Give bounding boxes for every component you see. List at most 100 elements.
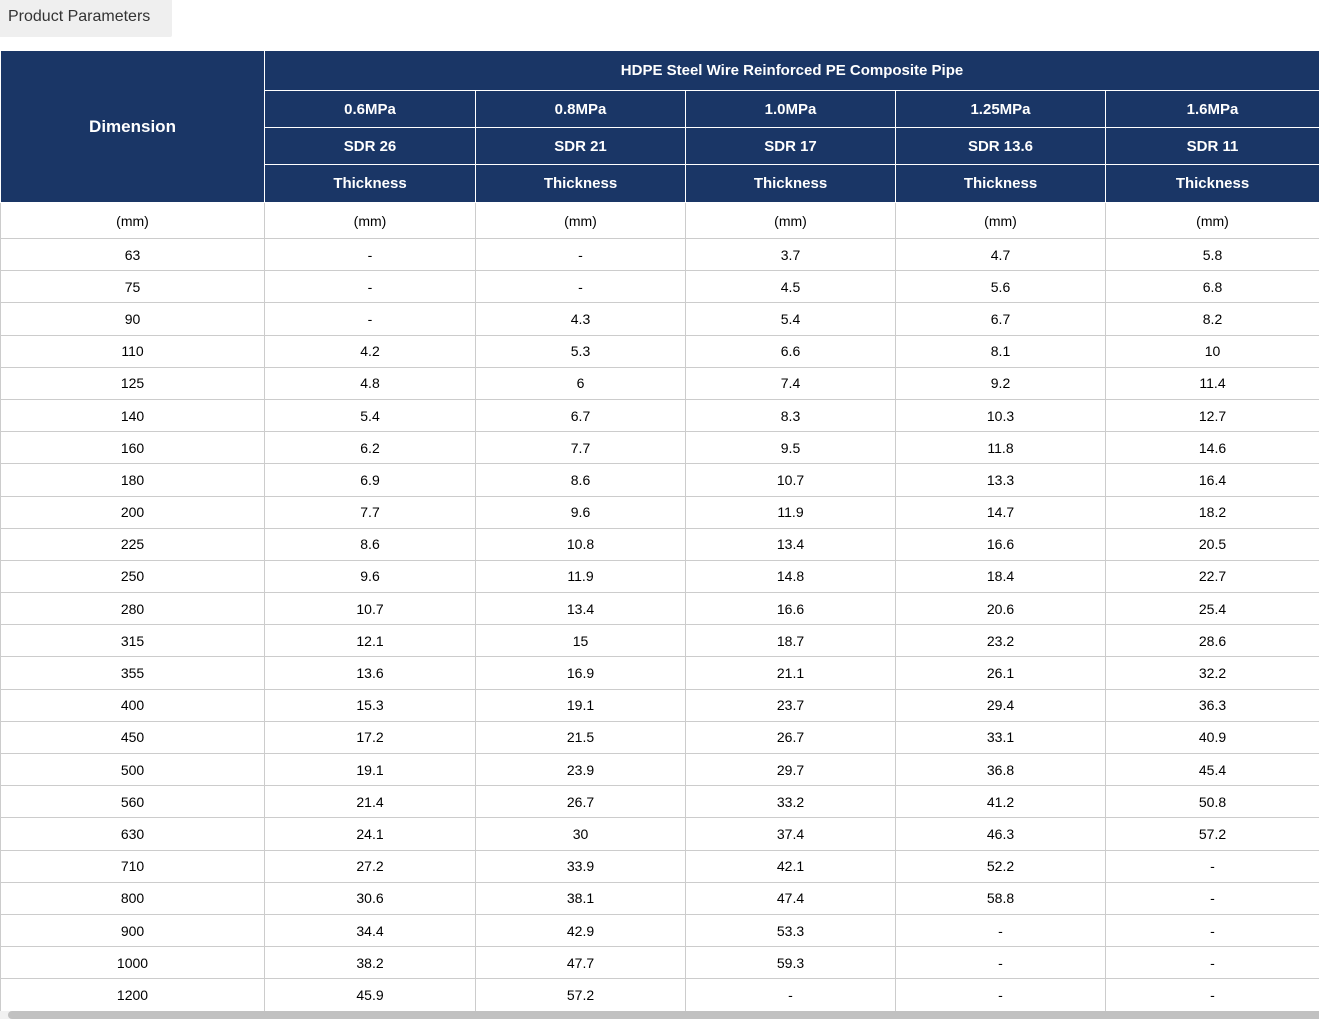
table-row: 800 30.6 38.1 47.4 58.8- — [0, 881, 1319, 915]
thickness-cell: 4.7 — [895, 237, 1106, 272]
thickness-cell: 15 — [475, 624, 686, 658]
table-row: 180 6.9 8.6 10.7 13.3 16.4 — [0, 463, 1319, 497]
unit-cell: (mm) — [1104, 202, 1319, 239]
thickness-cell: - — [264, 270, 476, 304]
thickness-cell: 18.4 — [895, 559, 1106, 594]
thickness-cell: 45.9 — [264, 978, 476, 1012]
sdr-header: SDR 13.6 — [895, 127, 1106, 165]
dimension-cell: 200 — [0, 495, 265, 529]
thickness-cell: - — [895, 946, 1106, 980]
thickness-header: Thickness — [1104, 164, 1319, 203]
thickness-cell: 23.7 — [685, 688, 896, 722]
thickness-cell: 10 — [1104, 334, 1319, 368]
table-row: 225 8.6 10.8 13.4 16.6 20.5 — [0, 527, 1319, 561]
thickness-cell: 19.1 — [475, 688, 686, 722]
pressure-header: 0.6MPa — [264, 90, 476, 128]
unit-cell: (mm) — [475, 202, 686, 239]
table-row: 355 13.6 16.9 21.1 26.1 32.2 — [0, 656, 1319, 690]
thickness-cell: 26.7 — [475, 785, 686, 819]
thickness-cell: 47.7 — [475, 946, 686, 980]
thickness-cell: - — [1104, 849, 1319, 883]
table-row: 90-4.3 5.4 6.7 8.2 — [0, 302, 1319, 336]
table-header: Dimension HDPE Steel Wire Reinforced PE … — [0, 50, 1319, 203]
pressure-header: 0.8MPa — [475, 90, 686, 128]
thickness-cell: 10.7 — [685, 463, 896, 497]
dimension-cell: 63 — [0, 237, 265, 272]
table-row: 1200 45.9 57.2- - - — [0, 978, 1319, 1012]
thickness-cell: 6.7 — [475, 398, 686, 433]
thickness-cell: - — [264, 302, 476, 336]
thickness-cell: - — [895, 913, 1106, 948]
thickness-cell: 23.2 — [895, 624, 1106, 658]
header-title-row: Dimension HDPE Steel Wire Reinforced PE … — [0, 50, 1319, 203]
thickness-cell: 42.1 — [685, 849, 896, 883]
thickness-cell: 18.2 — [1104, 495, 1319, 529]
thickness-cell: 27.2 — [264, 849, 476, 883]
thickness-cell: 24.1 — [264, 817, 476, 851]
dimension-cell: 180 — [0, 463, 265, 497]
thickness-cell: 4.5 — [685, 270, 896, 304]
thickness-cell: 50.8 — [1104, 785, 1319, 819]
thickness-cell: 21.5 — [475, 720, 686, 755]
table-row: 140 5.4 6.7 8.3 10.3 12.7 — [0, 398, 1319, 433]
thickness-cell: 33.9 — [475, 849, 686, 883]
thickness-cell: 6.2 — [264, 431, 476, 465]
thickness-cell: 7.7 — [264, 495, 476, 529]
thickness-cell: 7.4 — [685, 366, 896, 400]
thickness-cell: 13.6 — [264, 656, 476, 690]
thickness-header: Thickness — [475, 164, 686, 203]
thickness-cell: 21.4 — [264, 785, 476, 819]
table-row: 280 10.7 13.4 16.6 20.6 25.4 — [0, 592, 1319, 626]
thickness-cell: 8.6 — [475, 463, 686, 497]
thickness-cell: 6.9 — [264, 463, 476, 497]
thickness-cell: 16.6 — [895, 527, 1106, 561]
table-title: HDPE Steel Wire Reinforced PE Composite … — [263, 50, 1319, 91]
dimension-cell: 1200 — [0, 978, 265, 1012]
thickness-cell: 10.8 — [475, 527, 686, 561]
thickness-cell: 8.6 — [264, 527, 476, 561]
sdr-header: SDR 26 — [264, 127, 476, 165]
dimension-cell: 75 — [0, 270, 265, 304]
dimension-header: Dimension — [0, 50, 265, 203]
pressure-header: 1.6MPa — [1104, 90, 1319, 128]
thickness-cell: 41.2 — [895, 785, 1106, 819]
thickness-cell: 19.1 — [264, 752, 476, 787]
thickness-cell: 5.4 — [685, 302, 896, 336]
dimension-cell: 280 — [0, 592, 265, 626]
table-row: 200 7.7 9.6 11.9 14.7 18.2 — [0, 495, 1319, 529]
table-row: 900 34.4 42.9 53.3- - — [0, 913, 1319, 948]
dimension-cell: 800 — [0, 881, 265, 915]
thickness-cell: 9.2 — [895, 366, 1106, 400]
thickness-cell: 47.4 — [685, 881, 896, 915]
thickness-cell: 9.6 — [264, 559, 476, 594]
thickness-cell: 7.7 — [475, 431, 686, 465]
dimension-cell: 710 — [0, 849, 265, 883]
thickness-header: Thickness — [685, 164, 896, 203]
dimension-cell: 315 — [0, 624, 265, 658]
table-row: 560 21.4 26.7 33.2 41.2 50.8 — [0, 785, 1319, 819]
dimension-cell: 1000 — [0, 946, 265, 980]
thickness-cell: 20.5 — [1104, 527, 1319, 561]
thickness-cell: 30.6 — [264, 881, 476, 915]
thickness-cell: 33.1 — [895, 720, 1106, 755]
thickness-header: Thickness — [895, 164, 1106, 203]
thickness-cell: 10.7 — [264, 592, 476, 626]
thickness-cell: 5.4 — [264, 398, 476, 433]
dimension-cell: 225 — [0, 527, 265, 561]
sdr-header: SDR 21 — [475, 127, 686, 165]
table-row: 63- -3.7 4.7 5.8 — [0, 237, 1319, 272]
thickness-cell: 14.6 — [1104, 431, 1319, 465]
thickness-cell: 6.8 — [1104, 270, 1319, 304]
thickness-cell: - — [1104, 881, 1319, 915]
scrollbar-thumb[interactable] — [8, 1011, 1319, 1019]
product-parameters-tab[interactable]: Product Parameters — [0, 0, 173, 37]
thickness-cell: 18.7 — [685, 624, 896, 658]
thickness-cell: 13.3 — [895, 463, 1106, 497]
pressure-header: 1.25MPa — [895, 90, 1106, 128]
thickness-header: Thickness — [264, 164, 476, 203]
thickness-cell: 4.2 — [264, 334, 476, 368]
header-sdr-row: SDR 26 SDR 21 SDR 17 SDR 13.6 SDR 11 — [1, 127, 1319, 165]
thickness-cell: 3.7 — [685, 237, 896, 272]
thickness-cell: 57.2 — [1104, 817, 1319, 851]
horizontal-scrollbar[interactable] — [0, 1011, 1319, 1019]
